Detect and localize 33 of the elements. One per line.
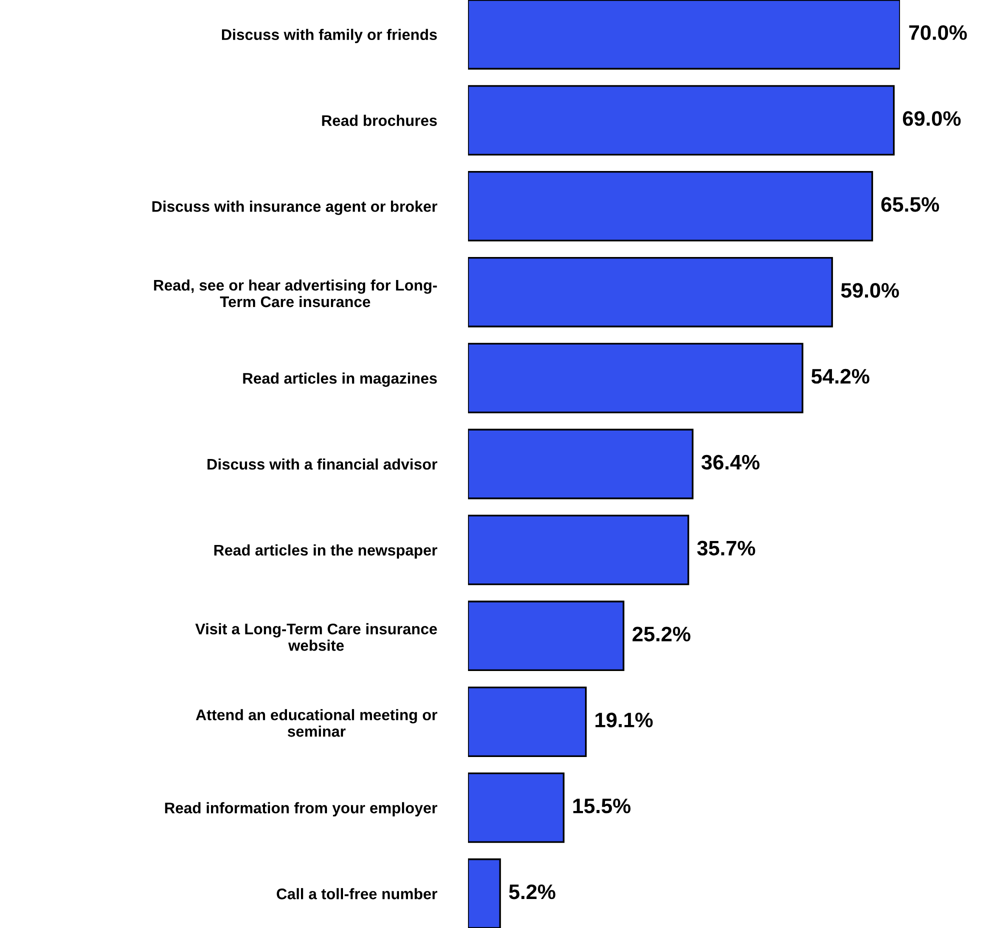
bar [468, 686, 587, 757]
y-tick-label: Attend an educational meeting or seminar [196, 709, 438, 737]
data-label: 65.5% [881, 197, 940, 212]
data-label: 19.1% [596, 712, 653, 728]
bar [468, 342, 804, 414]
y-tick-label: Discuss with a financial advisor [208, 458, 438, 470]
data-label: 69.0% [902, 111, 961, 126]
bar [468, 428, 694, 500]
y-tick-label: Read brochures [322, 114, 437, 126]
bar [468, 256, 833, 328]
data-label: 59.0% [841, 282, 899, 298]
bar [468, 600, 624, 672]
bar [468, 85, 895, 156]
bar [468, 772, 564, 843]
data-label: 15.5% [573, 798, 631, 814]
y-tick-label: Read, see or hear advertising for Long- Term Care insurance [154, 279, 437, 308]
bar [468, 514, 690, 586]
y-tick-label: Discuss with family or friends [222, 28, 437, 44]
y-tick-label: Visit a Long-Term Care insurance website [195, 623, 437, 651]
y-tick-label: Read articles in magazines [243, 372, 437, 387]
bar [468, 0, 900, 70]
y-tick-label: Read articles in the newspaper [214, 544, 438, 559]
data-label: 5.2% [509, 884, 556, 900]
y-tick-label: Discuss with insurance agent or broker [152, 200, 438, 215]
data-label: 25.2% [632, 626, 690, 642]
bar [468, 858, 501, 928]
data-label: 35.7% [697, 540, 756, 556]
y-tick-label: Read information from your employer [165, 802, 438, 816]
bar [468, 171, 874, 242]
data-label: 36.4% [701, 454, 760, 470]
data-label: 70.0% [909, 25, 967, 40]
y-tick-label: Call a toll-free number [276, 888, 438, 900]
data-label: 54.2% [811, 368, 870, 384]
